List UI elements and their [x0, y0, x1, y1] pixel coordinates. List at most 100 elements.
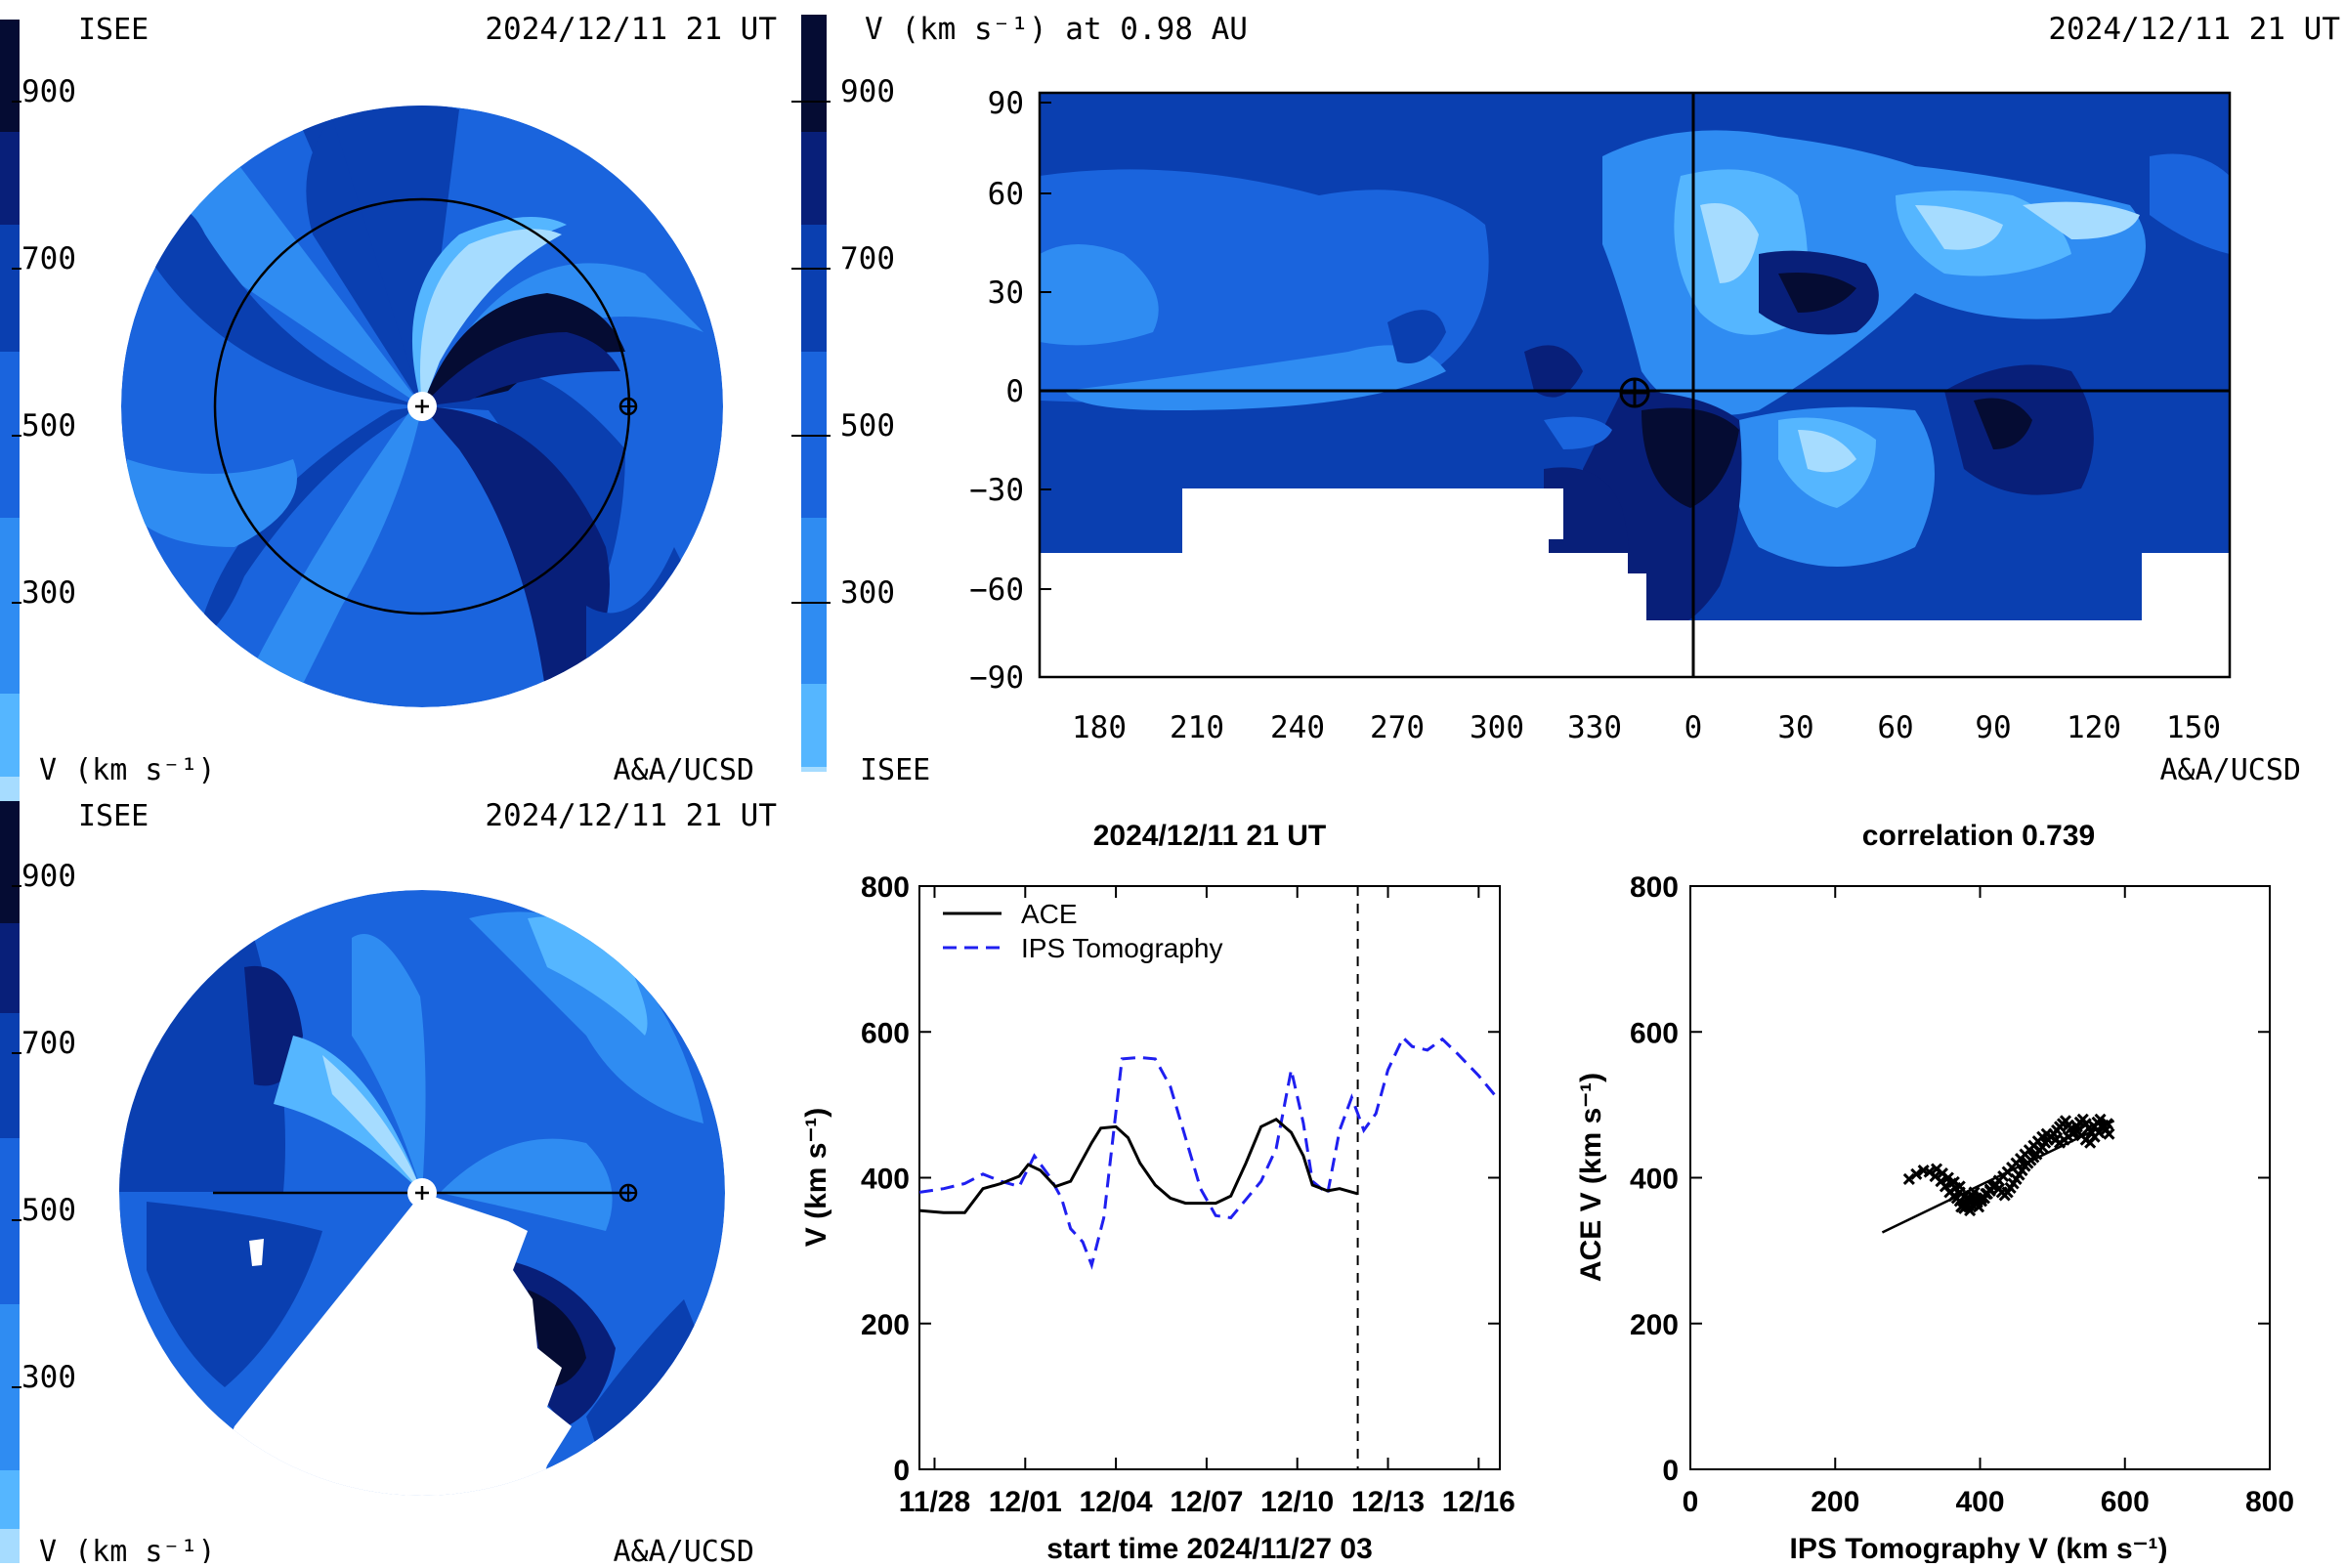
x-tick-label: 0	[1683, 1486, 1699, 1518]
y-axis-ticks: 0 200 400 600 800	[861, 871, 1500, 1487]
legend-label-ips: IPS Tomography	[1021, 933, 1223, 963]
x-tick-label: 400	[1955, 1486, 2004, 1518]
lon-tick-90: 90	[1975, 710, 2011, 745]
y-tick-label: 200	[861, 1309, 910, 1341]
synoptic-map-panel: 900 700 500 300 V (km s⁻¹) at 0.98 AU 20…	[791, 12, 2340, 787]
scatter-point	[1902, 1172, 1915, 1186]
colorbar-band-1	[801, 767, 827, 772]
scatter-point	[1953, 1180, 1966, 1193]
colorbar-band-6	[801, 132, 827, 225]
colorbar-tick-700: 700	[21, 1026, 76, 1061]
colorbar-tick-300: 300	[21, 1360, 76, 1395]
chart-title: 2024/12/11 21 UT	[1093, 820, 1327, 852]
sun-marker-icon	[407, 392, 437, 421]
synoptic-frame	[1038, 91, 2232, 679]
regression-line	[1881, 1120, 2115, 1234]
synoptic-colorbar: 900 700 500 300	[791, 15, 895, 772]
colorbar-band-2	[0, 694, 20, 777]
colorbar-band-4	[0, 1138, 20, 1304]
colorbar-tick-300: 300	[21, 575, 76, 611]
colorbar-band-2	[801, 684, 827, 767]
y-tick-label: 400	[1630, 1164, 1679, 1196]
colorbar-band-5	[0, 1013, 20, 1138]
lat-tick-0: 0	[1005, 374, 1024, 409]
lon-tick-0: 0	[1684, 710, 1703, 745]
lon-tick-210: 210	[1170, 710, 1224, 745]
y-tick-label: 600	[861, 1017, 910, 1049]
chart-frame	[918, 885, 1501, 1470]
colorbar-unit-label: V (km s⁻¹)	[39, 1535, 216, 1563]
colorbar-tick-500: 500	[21, 1193, 76, 1228]
ecliptic-velocity-field	[121, 106, 723, 707]
chart-title: correlation 0.739	[1862, 820, 2095, 852]
colorbar-band-7	[0, 20, 20, 132]
lon-tick-300: 300	[1470, 710, 1524, 745]
x-tick-label: 11/28	[899, 1486, 970, 1518]
earth-marker-icon	[618, 397, 638, 416]
lat-tick-60: 60	[988, 177, 1024, 212]
panel-timestamp: 2024/12/11 21 UT	[485, 798, 777, 833]
colorbar-tick-500: 500	[21, 408, 76, 444]
x-tick-label: 12/13	[1351, 1486, 1425, 1518]
y-tick-label: 200	[1630, 1309, 1679, 1341]
lat-tick-minus-90: −90	[969, 660, 1024, 696]
colorbar-band-6	[0, 132, 20, 225]
y-tick-label: 400	[861, 1164, 910, 1196]
x-tick-label: 600	[2101, 1486, 2150, 1518]
ecliptic-colorbar: 900 700 500 300	[0, 20, 76, 821]
colorbar-tick-700: 700	[840, 241, 895, 276]
panel-timestamp: 2024/12/11 21 UT	[485, 12, 777, 47]
colorbar-unit-label: V (km s⁻¹)	[39, 753, 216, 787]
earth-marker-icon	[618, 1183, 638, 1203]
colorbar-tick-900: 900	[21, 859, 76, 894]
lat-tick-minus-60: −60	[969, 572, 1024, 608]
series-line-ace	[919, 1118, 1359, 1214]
x-axis-label: start time 2024/11/27 03	[1046, 1533, 1373, 1563]
colorbar-tick-900: 900	[840, 74, 895, 109]
colorbar-band-2	[0, 1470, 20, 1529]
y-tick-label: 600	[1630, 1017, 1679, 1049]
panel-label-isee: ISEE	[78, 13, 149, 47]
colorbar-band-3	[0, 518, 20, 694]
x-tick-label: 12/16	[1442, 1486, 1515, 1518]
colorbar-band-5	[0, 225, 20, 352]
colorbar-band-5	[801, 225, 827, 352]
synoptic-longitude-ticks: 180 210 240 270 300 330 0 30 60 90 120 1…	[1072, 710, 2221, 745]
lon-tick-330: 330	[1567, 710, 1622, 745]
x-tick-label: 12/10	[1260, 1486, 1334, 1518]
lon-tick-240: 240	[1270, 710, 1325, 745]
y-tick-label: 0	[893, 1455, 910, 1487]
scatter-point	[2094, 1113, 2107, 1125]
colorbar-tick-900: 900	[21, 74, 76, 109]
y-tick-label: 0	[1662, 1455, 1679, 1487]
colorbar-band-7	[0, 801, 20, 923]
y-tick-label: 800	[1630, 871, 1679, 904]
credit-label: A&A/UCSD	[2160, 753, 2302, 787]
lon-tick-270: 270	[1370, 710, 1425, 745]
correlation-scatter-chart: correlation 0.739 0 200 400 600 800 0 200 400 6…	[1575, 820, 2294, 1565]
y-axis-label: V (km s⁻¹)	[800, 1108, 832, 1248]
x-axis-ticks: 11/28 12/01 12/04 12/07 12/10 12/13 12/16	[899, 886, 1515, 1518]
sun-marker-icon	[407, 1178, 437, 1208]
y-axis-ticks: 0 200 400 600 800	[1630, 871, 2270, 1487]
series-line-ips-tomography	[919, 1035, 1499, 1270]
credit-label: A&A/UCSD	[614, 1535, 755, 1563]
x-tick-label: 12/01	[989, 1486, 1062, 1518]
scatter-points	[1902, 1113, 2115, 1217]
panel-label-isee: ISEE	[78, 799, 149, 833]
ecliptic-velocity-map-panel: 900 700 500 300 ISEE 2024/12/11 21 UT V …	[0, 12, 777, 821]
chart-frame	[1689, 885, 2271, 1470]
lat-tick-90: 90	[988, 86, 1024, 121]
x-tick-label: 800	[2245, 1486, 2294, 1518]
x-axis-label: IPS Tomography V (km s⁻¹)	[1790, 1533, 2168, 1563]
scatter-point	[1910, 1167, 1923, 1180]
lon-tick-180: 180	[1072, 710, 1127, 745]
time-series-chart: 2024/12/11 21 UT 0 200 400 600 800 11/28 12/0…	[800, 820, 1515, 1565]
chart-legend: ACE IPS Tomography	[943, 899, 1223, 963]
lon-tick-120: 120	[2067, 710, 2121, 745]
earth-marker-icon	[1619, 377, 1650, 408]
lon-tick-30: 30	[1777, 710, 1813, 745]
meridional-velocity-map-panel: 900 700 500 300 ISEE 2024/12/11 21 UT V …	[0, 798, 777, 1568]
lat-tick-minus-30: −30	[969, 473, 1024, 508]
